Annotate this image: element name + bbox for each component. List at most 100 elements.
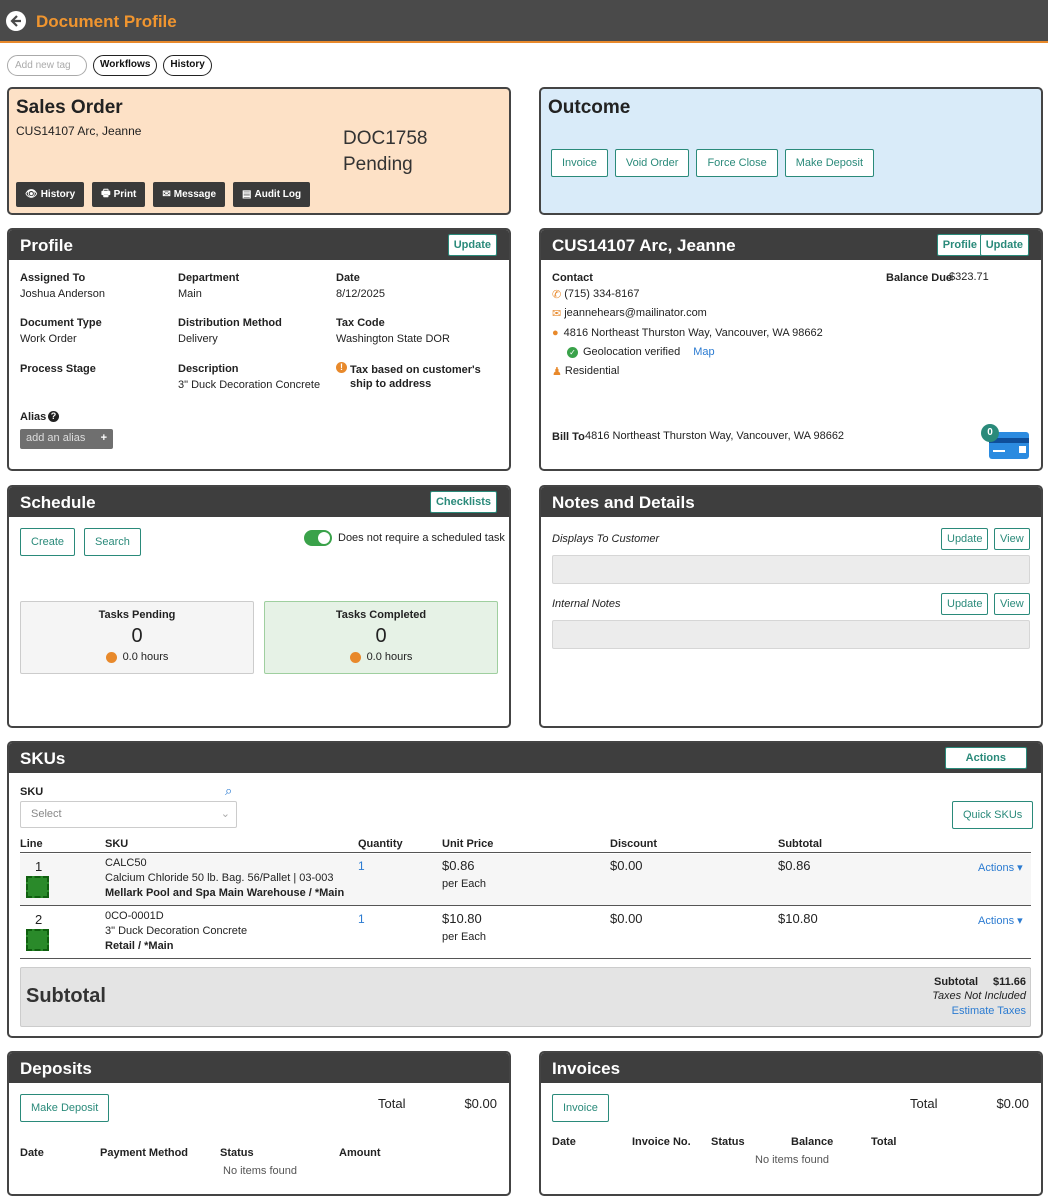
completed-hours: 0.0 hours	[366, 651, 413, 663]
internal-notes-update-button[interactable]: Update	[941, 593, 989, 615]
internal-notes-view-button[interactable]: View	[994, 593, 1030, 615]
history-label: History	[40, 189, 76, 200]
skus-card: SKUs Actions SKU ⌕ Select ⌄ Quick SKUs L…	[7, 741, 1043, 1038]
audit-label: Audit Log	[254, 189, 302, 200]
invoices-invoice-button[interactable]: Invoice	[552, 1094, 609, 1122]
invoices-empty: No items found	[755, 1154, 829, 1166]
add-alias-button[interactable]: add an alias +	[20, 429, 113, 449]
col-payment-method: Payment Method	[100, 1147, 189, 1159]
profile-header: Profile Update	[9, 230, 509, 260]
schedule-title: Schedule	[20, 493, 96, 512]
tax-note: Tax based on customer's ship to address	[350, 364, 481, 390]
history-pill-button[interactable]: History	[163, 55, 212, 76]
department-value: Main	[178, 288, 202, 300]
customer-notes-view-button[interactable]: View	[994, 528, 1030, 550]
customer-notes-field[interactable]	[552, 555, 1030, 584]
help-icon[interactable]: ?	[48, 411, 59, 422]
address-value: 4816 Northeast Thurston Way, Vancouver, …	[563, 327, 823, 339]
document-icon: ▤	[242, 189, 252, 200]
description-label: Description	[178, 363, 239, 375]
invoices-card: Invoices Invoice Total $0.00 Date Invoic…	[539, 1051, 1043, 1196]
search-icon[interactable]: ⌕	[225, 783, 233, 798]
skus-actions-button[interactable]: Actions	[944, 747, 1027, 769]
sku-select[interactable]: Select ⌄	[20, 801, 237, 828]
create-button[interactable]: Create	[20, 528, 76, 556]
col-sku: SKU	[105, 838, 129, 850]
row-quantity[interactable]: 1	[358, 859, 365, 873]
billto-label: Bill To	[552, 431, 585, 443]
invoices-total-label: Total	[910, 1096, 938, 1111]
customer-update-button[interactable]: Update	[979, 234, 1029, 256]
row-quantity[interactable]: 1	[358, 912, 365, 926]
doctype-label: Document Type	[20, 317, 102, 329]
checklists-button[interactable]: Checklists	[429, 491, 497, 513]
customer-profile-button[interactable]: Profile	[936, 234, 983, 256]
internal-notes-field[interactable]	[552, 620, 1030, 649]
row-actions-button[interactable]: Actions ▾	[978, 915, 1023, 927]
phone-value: (715) 334-8167	[564, 288, 640, 300]
person-icon: ♟	[552, 366, 562, 378]
row-actions-button[interactable]: Actions ▾	[978, 862, 1023, 874]
map-link[interactable]: Map	[693, 346, 715, 358]
sku-select-placeholder: Select	[31, 808, 62, 820]
workflows-button[interactable]: Workflows	[93, 55, 158, 76]
quick-skus-button[interactable]: Quick SKUs	[952, 801, 1034, 829]
make-deposit-button[interactable]: Make Deposit	[784, 149, 875, 177]
audit-log-button[interactable]: ▤ Audit Log	[233, 182, 311, 207]
customer-notes-update-button[interactable]: Update	[941, 528, 989, 550]
doc-status: Pending	[343, 154, 413, 175]
void-order-button[interactable]: Void Order	[614, 149, 690, 177]
credit-card-icon[interactable]	[988, 431, 1030, 460]
col-subtotal: Subtotal	[778, 838, 822, 850]
require-task-toggle[interactable]	[304, 530, 332, 546]
phone-icon: ✆	[552, 289, 562, 301]
row-unit-price: $0.86	[442, 858, 475, 873]
page-title: Document Profile	[36, 12, 177, 31]
search-button[interactable]: Search	[84, 528, 141, 556]
add-alias-label: add an alias	[26, 432, 86, 444]
col-total: Total	[871, 1136, 897, 1148]
location-pin-icon: ●	[552, 327, 559, 339]
invoice-button[interactable]: Invoice	[551, 149, 608, 177]
top-bar: Document Profile	[0, 0, 1048, 43]
clock-icon	[105, 651, 117, 663]
envelope-icon: ✉	[552, 308, 562, 320]
profile-update-button[interactable]: Update	[447, 234, 497, 256]
plus-icon: +	[100, 432, 107, 444]
row-sku-location: Mellark Pool and Spa Main Warehouse / *M…	[105, 887, 345, 899]
force-close-button[interactable]: Force Close	[696, 149, 778, 177]
history-button[interactable]: 👁 History	[16, 182, 85, 207]
taxcode-value: Washington State DOR	[336, 333, 450, 345]
col-date: Date	[20, 1147, 44, 1159]
subtotal-title: Subtotal	[26, 985, 106, 1007]
customer-title: CUS14107 Arc, Jeanne	[552, 236, 736, 255]
row-discount: $0.00	[610, 858, 643, 873]
distribution-value: Delivery	[178, 333, 218, 345]
tag-row: Add new tag Workflows History	[7, 55, 212, 76]
sales-customer: CUS14107 Arc, Jeanne	[16, 124, 142, 138]
eye-icon: 👁	[25, 189, 38, 200]
schedule-card: Schedule Checklists Create Search Does n…	[7, 485, 511, 728]
deposits-total-value: $0.00	[464, 1096, 497, 1111]
department-label: Department	[178, 272, 240, 284]
row-sku-code: 0CO-0001D	[105, 910, 164, 922]
deposits-make-deposit-button[interactable]: Make Deposit	[20, 1094, 110, 1122]
row-sku-name: Calcium Chloride 50 lb. Bag. 56/Pallet |…	[105, 872, 334, 884]
back-arrow-icon[interactable]	[6, 11, 26, 31]
estimate-taxes-link[interactable]: Estimate Taxes	[951, 1005, 1026, 1017]
add-tag-input[interactable]: Add new tag	[7, 55, 87, 76]
description-value: 3" Duck Decoration Concrete	[178, 379, 321, 391]
deposits-total-label: Total	[378, 1096, 406, 1111]
print-button[interactable]: 🖶 Print	[92, 182, 146, 207]
sales-actions: 👁 History 🖶 Print ✉ Message ▤ Audit Log	[16, 182, 311, 207]
row-sku-code: CALC50	[105, 857, 147, 869]
assigned-label: Assigned To	[20, 272, 86, 284]
row-unit-price: $10.80	[442, 911, 482, 926]
message-button[interactable]: ✉ Message	[153, 182, 226, 207]
deposits-header: Deposits	[9, 1053, 509, 1083]
stock-icon	[26, 876, 49, 898]
row-subtotal: $0.86	[778, 858, 811, 873]
stock-icon	[26, 929, 49, 951]
col-line: Line	[20, 838, 43, 850]
envelope-icon: ✉	[162, 189, 171, 200]
